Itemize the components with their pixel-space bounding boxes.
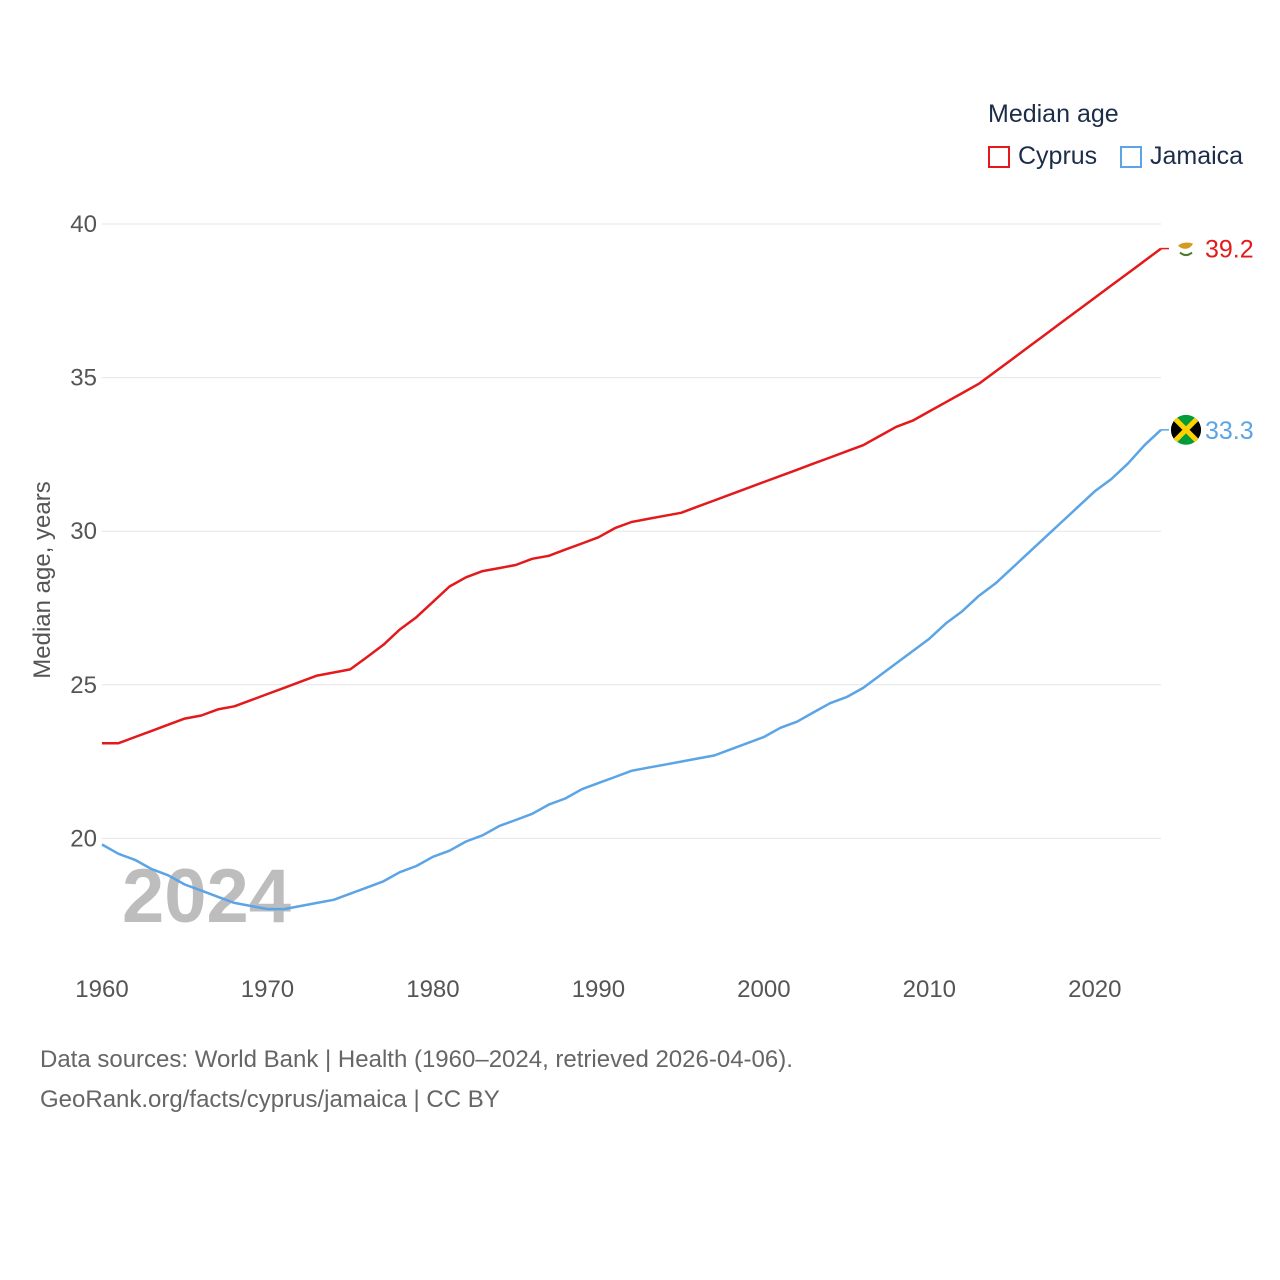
x-tick-label: 1980 <box>406 976 459 1003</box>
x-tick-label: 2000 <box>737 976 790 1003</box>
jamaica-flag-icon <box>1171 414 1201 445</box>
end-label-cyprus: 39.2 <box>1205 236 1254 264</box>
x-axis-ticks: 1960 1970 1980 1990 2000 2010 2020 <box>75 976 1121 1003</box>
y-axis-ticks: 20 25 30 35 40 <box>70 211 97 852</box>
legend-label-cyprus: Cyprus <box>1018 142 1098 170</box>
end-label-jamaica: 33.3 <box>1205 417 1254 445</box>
series-line-cyprus <box>102 247 1162 745</box>
series-line-jamaica <box>101 428 1162 911</box>
legend-item-jamaica[interactable]: Jamaica <box>1120 142 1243 171</box>
y-tick-label: 40 <box>70 211 97 238</box>
y-tick-label: 20 <box>70 825 97 852</box>
y-tick-label: 30 <box>70 518 97 545</box>
x-tick-label: 2010 <box>903 976 956 1003</box>
y-tick-label: 35 <box>70 365 97 392</box>
x-tick-label: 1970 <box>241 976 294 1003</box>
series-lines <box>101 247 1169 911</box>
footer-sources: Data sources: World Bank | Health (1960–… <box>40 1046 793 1073</box>
y-axis-label: Median age, years <box>29 481 56 678</box>
legend-label-jamaica: Jamaica <box>1150 142 1244 170</box>
legend-swatch-jamaica <box>1120 145 1142 168</box>
cyprus-flag-icon <box>1171 234 1201 264</box>
end-labels: 39.2 33.3 <box>1205 236 1254 445</box>
gridlines <box>102 223 1161 839</box>
y-tick-label: 25 <box>70 672 97 699</box>
end-flags <box>1171 234 1201 445</box>
footer-attribution[interactable]: GeoRank.org/facts/cyprus/jamaica | CC BY <box>40 1086 500 1113</box>
x-tick-label: 1960 <box>75 976 128 1003</box>
x-tick-label: 2020 <box>1068 976 1121 1003</box>
x-tick-label: 1990 <box>572 976 625 1003</box>
legend-item-cyprus[interactable]: Cyprus <box>988 142 1097 171</box>
legend-title: Median age <box>988 100 1119 128</box>
legend-swatch-cyprus <box>988 145 1010 168</box>
